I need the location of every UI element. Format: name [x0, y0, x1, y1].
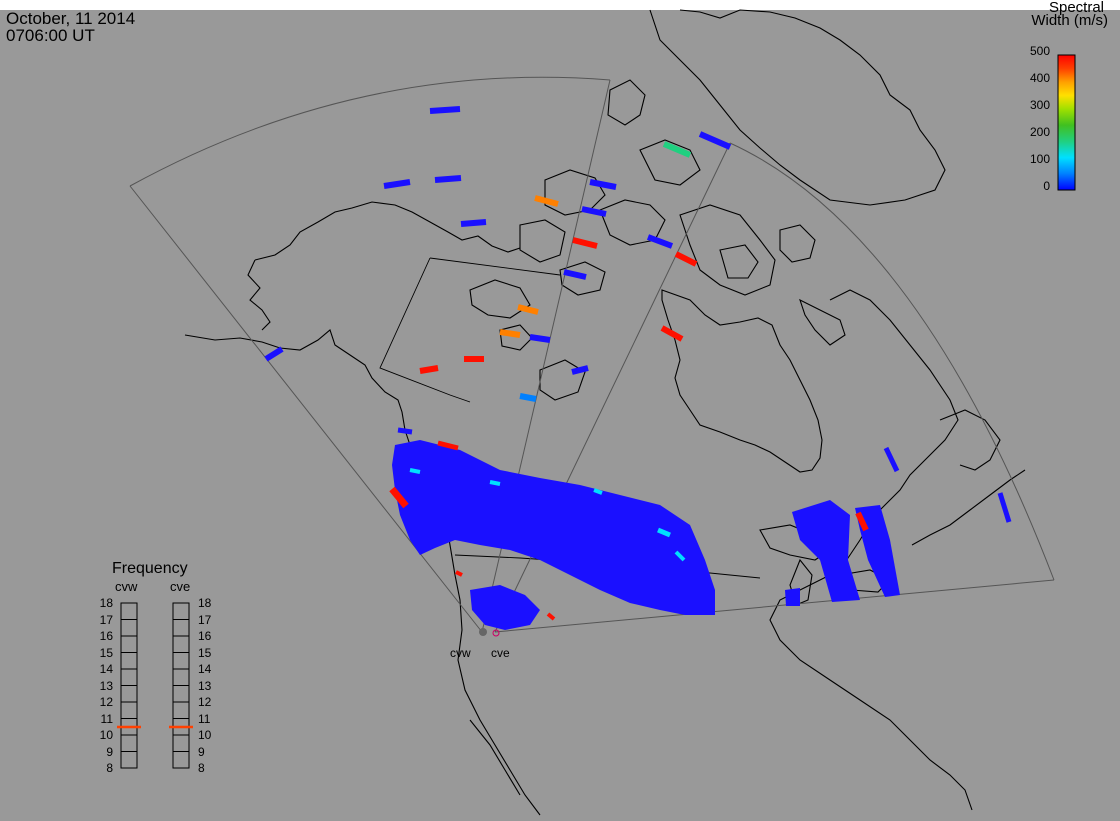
- scatter-cell: [855, 511, 869, 532]
- scatter-cell: [437, 440, 459, 451]
- colorbar-tick: 300: [1029, 98, 1050, 112]
- radar-scatter: [264, 106, 1012, 630]
- scatter-cell: [593, 488, 603, 495]
- scatter-region: [785, 588, 800, 606]
- scatter-cell: [546, 612, 556, 621]
- scatter-cell: [698, 131, 732, 150]
- frequency-bars: [120, 602, 190, 769]
- radar-site-cvw: [479, 628, 487, 636]
- frequency-tick-right: 15: [198, 645, 212, 660]
- frequency-radar-cve: cve: [170, 579, 191, 594]
- scatter-cell: [489, 480, 501, 486]
- frequency-tick-right: 11: [198, 711, 211, 726]
- scatter-cell: [455, 570, 463, 577]
- scatter-cell: [571, 365, 589, 375]
- top-border: [0, 0, 1120, 10]
- colorbar-tick: 0: [1043, 179, 1050, 193]
- scatter-cell: [519, 393, 537, 402]
- colorbar-tick: 200: [1029, 125, 1050, 139]
- colorbar-tick: 400: [1029, 71, 1050, 85]
- scatter-cell: [646, 234, 674, 249]
- scatter-cell: [563, 269, 587, 280]
- colorbar-tick: 500: [1029, 44, 1050, 58]
- frequency-tick-right: 17: [198, 612, 212, 627]
- frequency-tick-left: 12: [99, 695, 113, 709]
- frequency-tick-left: 13: [99, 678, 113, 693]
- time-label: 0706:00 UT: [6, 26, 95, 45]
- scatter-cell: [883, 446, 900, 473]
- frequency-tick-right: 9: [198, 744, 205, 759]
- radar-site-cve: [492, 629, 500, 637]
- radar-site-label-cve: cve: [491, 646, 510, 660]
- colorbar-tick: 100: [1029, 152, 1050, 166]
- frequency-tick-left: 8: [106, 761, 113, 775]
- frequency-tick-right: 10: [198, 728, 212, 742]
- frequency-tick-right: 12: [198, 695, 212, 709]
- frequency-tick-left: 17: [99, 612, 113, 627]
- scatter-cell: [529, 334, 551, 343]
- scatter-cell: [674, 251, 698, 267]
- scatter-region: [392, 440, 715, 615]
- frequency-tick-left: 9: [106, 744, 113, 759]
- frequency-tick-right: 13: [198, 678, 212, 693]
- frequency-tick-left: 15: [99, 645, 113, 660]
- scatter-cell: [657, 527, 671, 538]
- scatter-region: [792, 500, 860, 602]
- scatter-cell: [264, 346, 284, 362]
- frequency-tick-left: 14: [99, 662, 113, 676]
- scatter-cell: [662, 141, 692, 158]
- scatter-cell: [572, 237, 598, 249]
- scatter-cell: [429, 106, 461, 114]
- scatter-cell: [419, 365, 439, 374]
- scatter-cell: [499, 329, 521, 338]
- scatter-cell: [409, 468, 421, 474]
- frequency-tick-right: 16: [198, 629, 212, 643]
- colorbar-title-line1: Spectral: [1048, 0, 1104, 16]
- scatter-cell: [660, 325, 684, 342]
- scatter-cell: [460, 219, 487, 227]
- scatter-region: [470, 585, 540, 630]
- radar-site-label-cvw: cvw: [450, 646, 471, 660]
- scatter-cell: [397, 427, 413, 435]
- fov-outlines: [129, 76, 1055, 633]
- scatter-cell: [383, 179, 411, 189]
- frequency-tick-left: 10: [99, 728, 113, 742]
- scatter-cell: [581, 206, 607, 217]
- frequency-title: Frequency: [112, 560, 188, 577]
- frequency-tick-right: 14: [198, 662, 212, 676]
- scatter-cell: [674, 550, 686, 562]
- frequency-tick-left: 18: [99, 596, 113, 610]
- date-label: October, 11 2014: [6, 9, 136, 28]
- colorbar: [1057, 54, 1076, 191]
- frequency-radar-cvw: cvw: [115, 579, 138, 594]
- frequency-tick-right: 8: [198, 761, 205, 775]
- frequency-tick-left: 16: [99, 629, 113, 643]
- scatter-cell: [589, 179, 617, 190]
- scatter-cell: [534, 195, 559, 207]
- coastlines: [184, 9, 1026, 816]
- frequency-tick-left: 11: [100, 711, 113, 726]
- frequency-tick-right: 18: [198, 596, 212, 610]
- scatter-cell: [434, 175, 462, 183]
- scatter-cell: [517, 304, 539, 315]
- scatter-cell: [389, 486, 409, 509]
- colorbar-title-line2: Width (m/s): [1031, 12, 1108, 29]
- scatter-cell: [997, 492, 1012, 523]
